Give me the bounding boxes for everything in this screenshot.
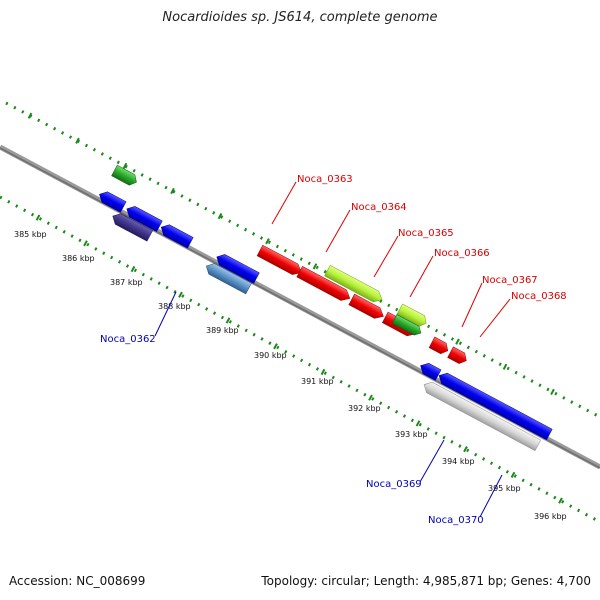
gene-label-noca-0370[interactable]: Noca_0370: [428, 515, 484, 526]
gene-label-noca-0369[interactable]: Noca_0369: [366, 479, 422, 490]
ruler-tick: [170, 187, 175, 195]
gene-label-noca-0363[interactable]: Noca_0363: [297, 174, 353, 185]
ruler-tick: [83, 240, 88, 247]
kbp-label: 396 kbp: [534, 512, 567, 521]
ruler-tick: [178, 291, 183, 298]
gene-label-noca-0367[interactable]: Noca_0367: [482, 275, 538, 286]
kbp-label: 387 kbp: [110, 278, 143, 287]
map-title: Nocardioides sp. JS614, complete genome: [162, 10, 438, 25]
gene-red-c[interactable]: [348, 293, 386, 322]
gene-red-f[interactable]: [447, 346, 470, 366]
kbp-label: 392 kbp: [348, 404, 381, 413]
outer-ruler-track: [5, 101, 600, 419]
kbp-labels: 385 kbp 386 kbp 387 kbp 388 kbp 389 kbp …: [14, 230, 567, 521]
kbp-label: 385 kbp: [14, 230, 47, 239]
gene-green-left[interactable]: [111, 164, 140, 187]
inner-ruler-track: [0, 195, 600, 524]
ruler-tick: [35, 214, 41, 221]
ruler-tick: [217, 213, 223, 220]
gene-label-noca-0362[interactable]: Noca_0362: [100, 334, 156, 345]
gene-label-noca-0364[interactable]: Noca_0364: [351, 202, 407, 213]
inner-ruler-ticks: [35, 214, 563, 504]
ruler-tick: [122, 162, 128, 170]
kbp-label: 389 kbp: [206, 326, 239, 335]
kbp-label: 395 kbp: [488, 484, 521, 493]
gene-blue-left-3[interactable]: [158, 222, 194, 249]
kbp-label: 394 kbp: [442, 457, 475, 466]
ruler-tick: [320, 368, 326, 376]
ruler-tick: [558, 497, 563, 504]
kbp-label: 388 kbp: [158, 302, 191, 311]
reverse-gene-labels: Noca_0362 Noca_0369 Noca_0370: [100, 291, 503, 526]
gene-lime-small[interactable]: [396, 303, 429, 329]
gene-blue-long[interactable]: [436, 370, 553, 441]
ruler-tick: [225, 317, 231, 324]
ruler-tick: [27, 112, 33, 119]
gene-red-a[interactable]: [256, 244, 304, 278]
gene-label-noca-0366[interactable]: Noca_0366: [434, 248, 490, 259]
gene-green-small[interactable]: [391, 314, 423, 338]
ruler-tick: [455, 338, 460, 345]
gene-red-b[interactable]: [296, 266, 353, 303]
kbp-label: 386 kbp: [62, 254, 95, 263]
gene-steel-mid[interactable]: [203, 261, 252, 295]
summary-text: Topology: circular; Length: 4,985,871 bp…: [261, 574, 591, 588]
gene-blue-mid[interactable]: [214, 252, 260, 284]
ruler-tick: [550, 388, 555, 396]
kbp-label: 393 kbp: [395, 430, 428, 439]
ruler-tick: [510, 471, 516, 478]
ruler-tick: [415, 420, 421, 427]
gene-red-e[interactable]: [428, 336, 451, 356]
kbp-label: 390 kbp: [254, 351, 287, 360]
gene-grey-long[interactable]: [421, 379, 542, 451]
gene-lime[interactable]: [324, 264, 385, 305]
forward-gene-labels: Noca_0363 Noca_0364 Noca_0365 Noca_0366 …: [271, 174, 567, 338]
ruler-tick: [265, 238, 270, 245]
accession-text: Accession: NC_008699: [9, 574, 146, 588]
gene-blue-left-2[interactable]: [124, 204, 163, 232]
ruler-tick: [463, 446, 468, 453]
ruler-tick: [130, 265, 136, 273]
gene-label-noca-0368[interactable]: Noca_0368: [511, 291, 567, 302]
gene-label-noca-0365[interactable]: Noca_0365: [398, 228, 454, 239]
gene-blue-left-1[interactable]: [97, 189, 127, 213]
ruler-tick: [273, 343, 278, 350]
ruler-tick: [368, 394, 373, 401]
ruler-tick: [75, 137, 80, 144]
gene-blue-small-right[interactable]: [418, 360, 442, 381]
ruler-tick: [312, 263, 318, 270]
gene-navy-left[interactable]: [110, 211, 153, 242]
ruler-tick: [502, 363, 508, 370]
kbp-label: 391 kbp: [301, 377, 334, 386]
